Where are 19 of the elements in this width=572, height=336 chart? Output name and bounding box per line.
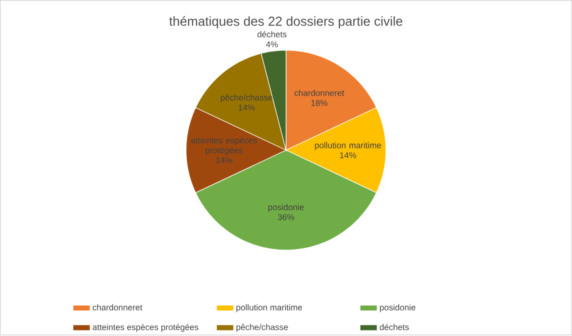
data-label: 4% (266, 42, 278, 48)
legend-label: pollution maritime (236, 304, 302, 312)
chart-title: thématiques des 22 dossiers partie civile (169, 16, 402, 29)
legend-label: pêche/chasse (236, 324, 288, 332)
slice-label: pollution maritime (314, 142, 382, 150)
data-label: 36% (278, 214, 294, 220)
slice-label: déchets (257, 31, 287, 38)
data-label: 14% (216, 158, 232, 164)
legend-label: posidonie (380, 304, 416, 312)
data-label: 18% (311, 100, 328, 106)
slice-label: chardonneret (294, 90, 344, 96)
slice-label: pêche/chasse (220, 94, 272, 102)
legend-label: chardonneret (92, 304, 142, 311)
slice-label: posidonie (268, 204, 304, 212)
legend-label: atteintes espèces protégées (92, 324, 198, 332)
data-label: 14% (340, 152, 356, 158)
data-label: 14% (238, 104, 255, 111)
slice-label: atteintes espèces protégées (191, 137, 258, 156)
legend-label: déchets (380, 324, 409, 330)
